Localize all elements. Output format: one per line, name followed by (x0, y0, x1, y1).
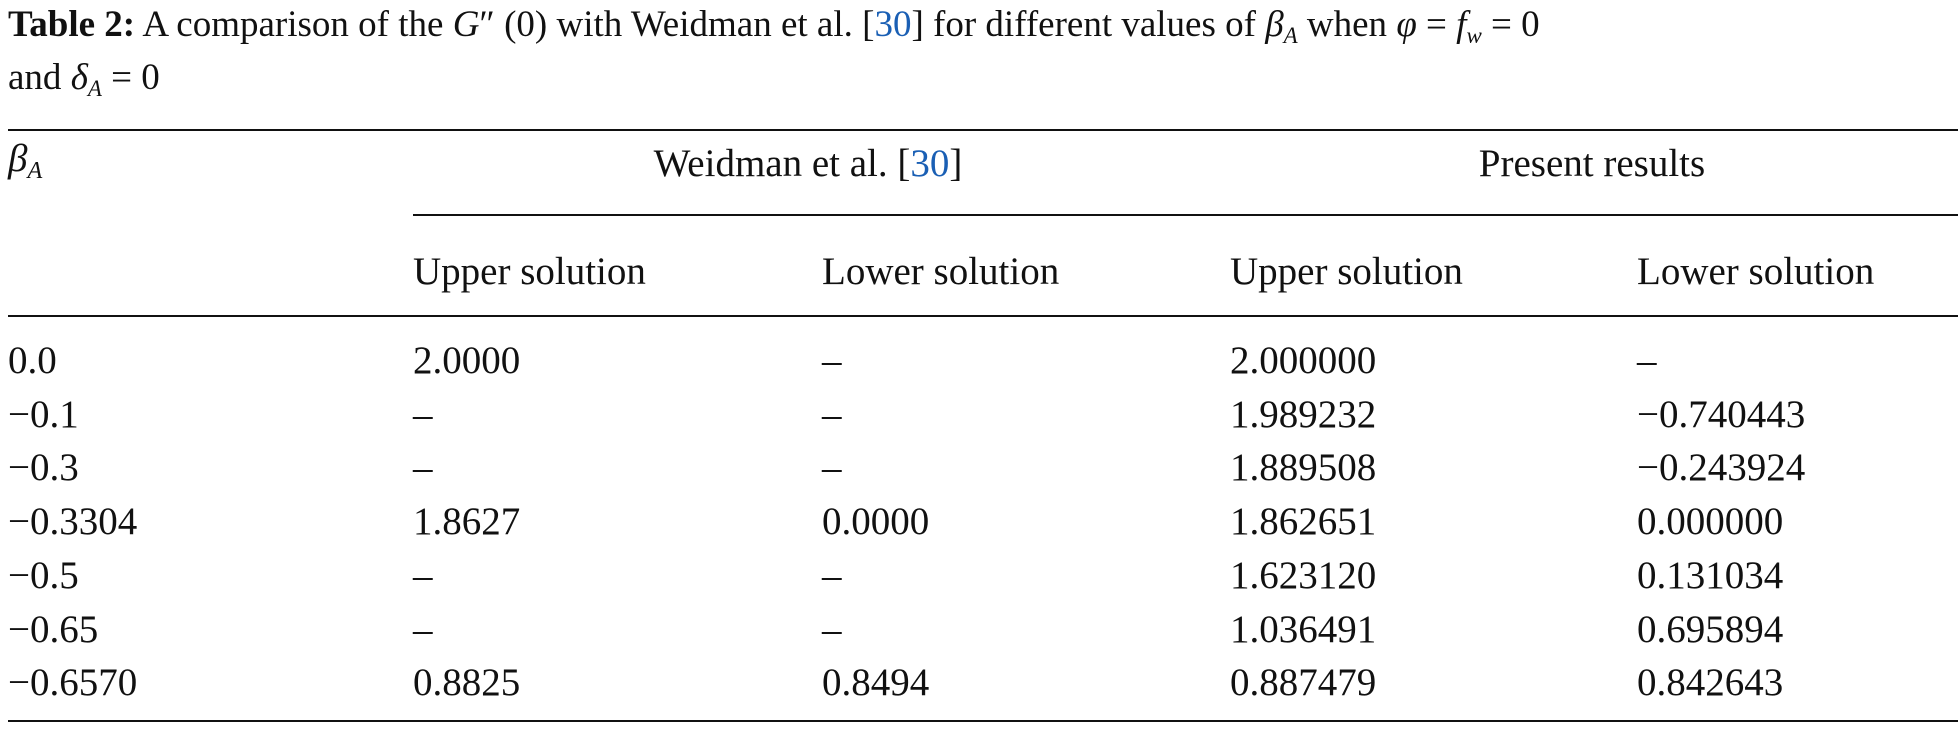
citation-link[interactable]: 30 (874, 4, 912, 45)
table-cell: – (413, 393, 433, 436)
math: = (1416, 4, 1457, 45)
caption-text: (0) with Weidman et al. [ (494, 4, 875, 45)
table-cell: 1.862651 (1230, 500, 1377, 543)
header-text: Weidman et al. [ (653, 142, 911, 185)
table-cell: 1.989232 (1230, 393, 1377, 436)
caption-label: Table 2: (8, 4, 136, 45)
table-cell: – (1637, 339, 1657, 382)
math: β (1265, 4, 1284, 45)
table-cell: – (413, 446, 433, 489)
table-cell: −0.740443 (1637, 393, 1806, 436)
table-cell: 0.0000 (822, 500, 930, 543)
table-cell: – (822, 339, 842, 382)
group-header: Weidman et al. [30] (654, 141, 963, 187)
caption-text: when (1297, 4, 1397, 45)
table-cell: 2.0000 (413, 339, 521, 382)
table-cell: 0.0 (8, 339, 57, 382)
table-cell: −0.3304 (8, 500, 138, 543)
header-text: ] (949, 142, 963, 185)
table-cell: – (822, 554, 842, 597)
table-cell: 0.8494 (822, 661, 930, 704)
math-sub: w (1466, 22, 1482, 48)
table-cell: −0.1 (8, 393, 79, 436)
sub-header: Lower solution (1637, 250, 1875, 293)
table-cell: 2.000000 (1230, 339, 1377, 382)
math: = 0 (101, 57, 160, 98)
math: = 0 (1481, 4, 1540, 45)
caption-line: and δA = 0 (8, 55, 160, 112)
table-cell: 0.8825 (413, 661, 521, 704)
sub-header: Upper solution (413, 250, 646, 293)
table-cell: 0.842643 (1637, 661, 1784, 704)
group-rule (413, 214, 1958, 216)
table-cell: – (413, 554, 433, 597)
caption-line: Table 2: A comparison of the G″ (0) with… (8, 2, 1540, 59)
bottom-rule (8, 720, 1958, 722)
caption-text: A comparison of the (142, 4, 453, 45)
math: f (1456, 4, 1467, 45)
header-rule (8, 315, 1958, 317)
top-rule (8, 129, 1958, 131)
math-sub: A (27, 157, 43, 185)
math: δ (70, 57, 88, 98)
table-cell: −0.3 (8, 446, 79, 489)
math: ″ (479, 4, 495, 45)
table-cell: −0.65 (8, 608, 99, 651)
table-cell: 0.000000 (1637, 500, 1784, 543)
table-cell: – (822, 608, 842, 651)
table-cell: −0.243924 (1637, 446, 1806, 489)
table-cell: – (413, 608, 433, 651)
table-cell: 0.131034 (1637, 554, 1784, 597)
table-cell: 1.623120 (1230, 554, 1377, 597)
math: G (452, 4, 480, 45)
table-cell: – (822, 446, 842, 489)
table-cell: – (822, 393, 842, 436)
table-cell: 1.8627 (413, 500, 521, 543)
group-header: Present results (1479, 141, 1705, 187)
sub-header: Lower solution (822, 250, 1060, 293)
caption-text: ] for different values of (911, 4, 1266, 45)
header-text: Present results (1478, 142, 1706, 185)
math: φ (1396, 4, 1417, 45)
table-cell: 0.695894 (1637, 608, 1784, 651)
table-cell: 1.036491 (1230, 608, 1377, 651)
table-cell: −0.6570 (8, 661, 138, 704)
corner-header: βA (8, 136, 42, 194)
caption-text: and (8, 57, 71, 98)
math-sub: A (1283, 22, 1298, 48)
citation-link[interactable]: 30 (910, 142, 950, 185)
table-cell: 1.889508 (1230, 446, 1377, 489)
table-cell: −0.5 (8, 554, 79, 597)
math: β (8, 136, 28, 180)
sub-header: Upper solution (1230, 250, 1463, 293)
table-cell: 0.887479 (1230, 661, 1377, 704)
math-sub: A (87, 75, 102, 101)
